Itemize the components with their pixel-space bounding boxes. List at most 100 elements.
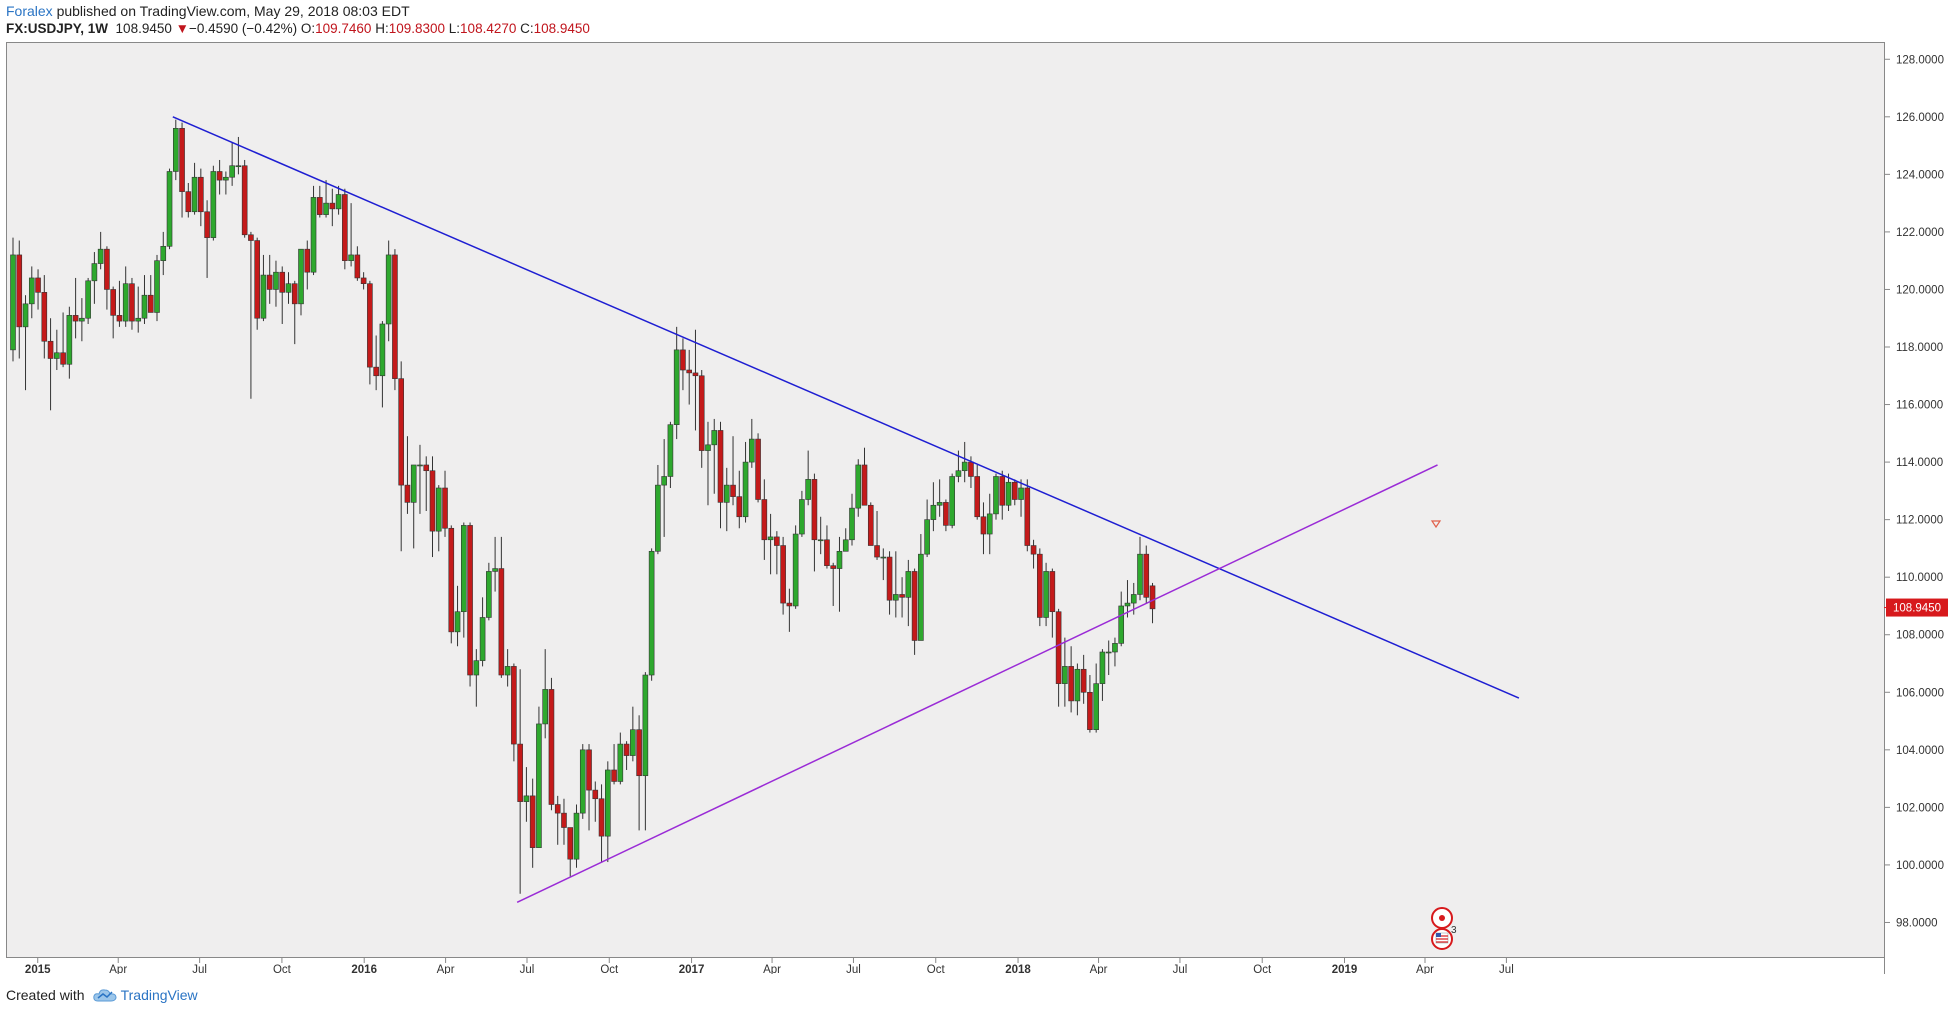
bullish-candle[interactable] xyxy=(1062,637,1068,707)
bearish-candle[interactable] xyxy=(367,280,373,385)
bearish-candle[interactable] xyxy=(974,464,981,520)
bearish-candle[interactable] xyxy=(830,562,837,606)
bullish-candle[interactable] xyxy=(1112,637,1118,667)
bullish-candle[interactable] xyxy=(454,585,461,647)
bullish-candle[interactable] xyxy=(348,203,354,267)
descending-trendline[interactable] xyxy=(172,116,1520,699)
bearish-candle[interactable] xyxy=(342,188,348,270)
bullish-candle[interactable] xyxy=(805,450,811,506)
bullish-candle[interactable] xyxy=(836,536,843,612)
bearish-candle[interactable] xyxy=(1143,545,1150,604)
bullish-candle[interactable] xyxy=(85,277,91,324)
bullish-candle[interactable] xyxy=(191,162,198,215)
bearish-candle[interactable] xyxy=(60,312,66,368)
bearish-candle[interactable] xyxy=(999,470,1006,520)
bullish-candle[interactable] xyxy=(605,761,611,863)
time-axis[interactable]: 2015 Apr Jul Oct 2016 Apr Jul Oct 2017 Apr Jul Oct 2… xyxy=(25,957,1514,976)
bearish-candle[interactable] xyxy=(1068,646,1074,713)
bearish-candle[interactable] xyxy=(241,159,248,238)
event-circle-icon[interactable] xyxy=(1431,907,1453,929)
bearish-candle[interactable] xyxy=(774,531,780,575)
bearish-candle[interactable] xyxy=(598,784,605,863)
bearish-candle[interactable] xyxy=(329,188,336,227)
bearish-candle[interactable] xyxy=(404,436,411,514)
bearish-candle[interactable] xyxy=(692,329,699,431)
bearish-candle[interactable] xyxy=(1055,608,1062,707)
bearish-candle[interactable] xyxy=(1087,675,1093,733)
bullish-candle[interactable] xyxy=(385,240,392,342)
bullish-candle[interactable] xyxy=(379,321,386,408)
bearish-candle[interactable] xyxy=(104,246,110,310)
bullish-candle[interactable] xyxy=(961,441,968,483)
bullish-candle[interactable] xyxy=(723,467,730,532)
bullish-candle[interactable] xyxy=(936,479,943,517)
bearish-candle[interactable] xyxy=(623,741,630,770)
bullish-candle[interactable] xyxy=(523,767,530,822)
bullish-candle[interactable] xyxy=(579,744,586,819)
bullish-candle[interactable] xyxy=(54,329,60,371)
bearish-candle[interactable] xyxy=(611,744,617,785)
bearish-candle[interactable] xyxy=(72,277,79,339)
bullish-candle[interactable] xyxy=(410,464,417,549)
bullish-candle[interactable] xyxy=(504,649,511,687)
bearish-candle[interactable] xyxy=(592,781,599,822)
bearish-candle[interactable] xyxy=(179,122,185,218)
bearish-candle[interactable] xyxy=(448,525,455,644)
bullish-candle[interactable] xyxy=(479,597,486,667)
bullish-candle[interactable] xyxy=(235,136,242,175)
bearish-candle[interactable] xyxy=(442,470,448,537)
bearish-candle[interactable] xyxy=(279,266,286,324)
bearish-candle[interactable] xyxy=(373,335,379,391)
bearish-candle[interactable] xyxy=(354,246,361,281)
bullish-candle[interactable] xyxy=(930,482,937,532)
bearish-candle[interactable] xyxy=(147,275,154,313)
bearish-candle[interactable] xyxy=(16,240,23,359)
bullish-candle[interactable] xyxy=(273,260,279,307)
bullish-candle[interactable] xyxy=(229,142,235,186)
bullish-candle[interactable] xyxy=(648,548,655,681)
bearish-candle[interactable] xyxy=(636,715,642,831)
bearish-candle[interactable] xyxy=(1080,654,1087,704)
bullish-candle[interactable] xyxy=(849,493,855,546)
bearish-candle[interactable] xyxy=(886,551,893,615)
bullish-candle[interactable] xyxy=(66,306,73,379)
bullish-candle[interactable] xyxy=(993,473,999,520)
bearish-candle[interactable] xyxy=(686,349,693,405)
bullish-candle[interactable] xyxy=(1118,591,1125,647)
bullish-candle[interactable] xyxy=(767,513,774,575)
bearish-candle[interactable] xyxy=(1049,568,1056,638)
bullish-candle[interactable] xyxy=(630,706,636,762)
bullish-candle[interactable] xyxy=(79,298,85,342)
bullish-candle[interactable] xyxy=(792,525,799,609)
bullish-candle[interactable] xyxy=(542,649,548,739)
bearish-candle[interactable] xyxy=(198,168,204,227)
bearish-candle[interactable] xyxy=(1149,582,1156,624)
bearish-candle[interactable] xyxy=(254,237,260,330)
bullish-candle[interactable] xyxy=(298,248,304,316)
bullish-candle[interactable] xyxy=(880,548,887,581)
bearish-candle[interactable] xyxy=(874,511,880,560)
bullish-candle[interactable] xyxy=(855,459,862,517)
bullish-candle[interactable] xyxy=(486,562,492,621)
bearish-candle[interactable] xyxy=(780,536,786,615)
bearish-candle[interactable] xyxy=(116,280,123,327)
bullish-candle[interactable] xyxy=(285,272,292,304)
bearish-candle[interactable] xyxy=(185,182,192,218)
bullish-candle[interactable] xyxy=(10,237,16,362)
bullish-candle[interactable] xyxy=(1005,473,1012,512)
bullish-candle[interactable] xyxy=(154,254,160,322)
bullish-candle[interactable] xyxy=(260,254,267,322)
bearish-candle[interactable] xyxy=(398,361,404,552)
ascending-trendline[interactable] xyxy=(516,464,1438,904)
bearish-candle[interactable] xyxy=(786,588,793,632)
bullish-candle[interactable] xyxy=(655,464,661,555)
bullish-candle[interactable] xyxy=(711,418,718,494)
bullish-candle[interactable] xyxy=(22,295,29,391)
bullish-candle[interactable] xyxy=(799,490,805,537)
bullish-candle[interactable] xyxy=(492,536,498,592)
bearish-candle[interactable] xyxy=(1030,539,1037,569)
bearish-candle[interactable] xyxy=(41,275,48,359)
bullish-candle[interactable] xyxy=(1018,479,1024,517)
bearish-candle[interactable] xyxy=(680,338,686,391)
bearish-candle[interactable] xyxy=(861,447,868,506)
